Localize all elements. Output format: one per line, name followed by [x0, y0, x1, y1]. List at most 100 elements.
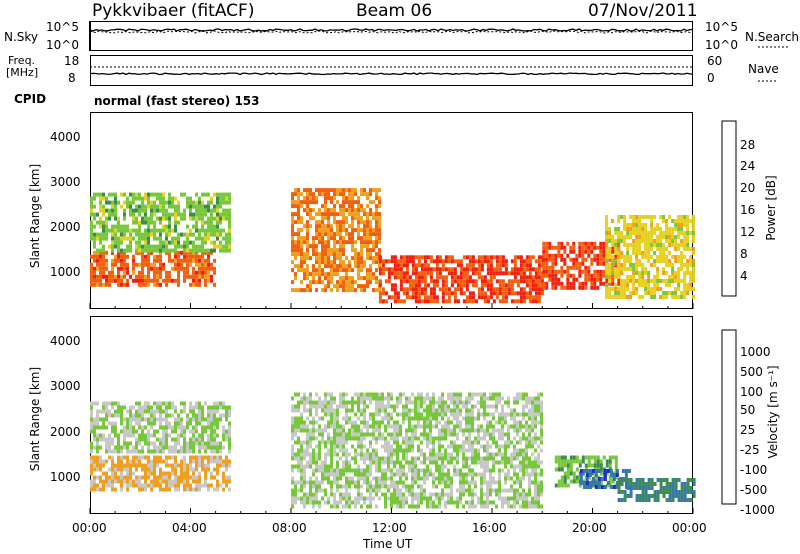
velocity-cell — [444, 480, 447, 485]
power-cell — [372, 188, 375, 193]
power-cell — [213, 240, 216, 245]
velocity-cell — [297, 448, 300, 453]
power-cell — [677, 219, 681, 223]
power-cell — [201, 200, 204, 205]
power-cell — [192, 244, 195, 249]
velocity-cell — [120, 479, 123, 484]
velocity-cell — [153, 445, 156, 450]
velocity-cell — [213, 409, 216, 414]
power-cell — [177, 240, 180, 245]
velocity-cell — [396, 420, 399, 425]
power-cell — [662, 295, 666, 299]
velocity-cell — [348, 420, 351, 425]
velocity-cell — [396, 432, 399, 437]
velocity-cell — [363, 392, 366, 397]
power-cell — [132, 208, 135, 213]
power-cell — [620, 215, 624, 219]
power-cell — [102, 236, 105, 241]
power-cell — [297, 216, 300, 221]
power-cell — [135, 192, 138, 197]
power-cell — [186, 244, 189, 249]
power-cell — [342, 244, 345, 249]
velocity-cell — [486, 396, 489, 401]
power-cell — [132, 278, 135, 283]
velocity-cell — [333, 480, 336, 485]
power-cell — [321, 248, 324, 253]
velocity-cell — [132, 471, 135, 476]
power-cell — [123, 258, 126, 263]
power-cell — [117, 270, 120, 275]
velocity-cell — [393, 404, 396, 409]
power-cell — [144, 282, 147, 287]
power-cell — [141, 208, 144, 213]
velocity-cell — [156, 437, 159, 442]
power-cell — [686, 231, 690, 235]
power-cell — [578, 245, 582, 250]
velocity-cell — [216, 417, 219, 422]
velocity-cell — [294, 408, 297, 413]
power-cell — [528, 267, 532, 272]
velocity-cell — [438, 472, 441, 477]
power-cell — [309, 244, 312, 249]
velocity-cell — [90, 449, 93, 454]
power-cell — [605, 267, 609, 271]
power-cell — [345, 220, 348, 225]
power-cell — [623, 239, 627, 243]
velocity-cell — [384, 460, 387, 465]
power-cell — [108, 282, 111, 287]
power-cell — [632, 279, 636, 283]
power-cell — [333, 216, 336, 221]
velocity-cell — [495, 504, 498, 509]
power-cell — [177, 232, 180, 237]
velocity-colorbar-tick: -100 — [740, 463, 768, 477]
power-cell — [378, 228, 381, 233]
velocity-cell — [303, 472, 306, 477]
power-cell — [111, 228, 114, 233]
power-cell — [525, 259, 529, 264]
velocity-cell — [384, 500, 387, 505]
power-cell — [575, 257, 579, 262]
velocity-cell — [198, 441, 201, 446]
velocity-cell — [168, 405, 171, 410]
velocity-cell — [339, 476, 342, 481]
velocity-cell — [345, 476, 348, 481]
power-cell — [177, 274, 180, 279]
velocity-cell — [312, 468, 315, 473]
velocity-cell — [492, 488, 495, 493]
power-cell — [614, 251, 618, 255]
power-cell — [189, 248, 192, 253]
freq-label: Freq. — [8, 54, 36, 67]
power-cell — [354, 212, 357, 217]
velocity-cell — [144, 405, 147, 410]
velocity-cell — [429, 408, 432, 413]
velocity-cell — [474, 416, 477, 421]
power-cell — [611, 245, 615, 250]
velocity-cell — [384, 472, 387, 477]
velocity-cell — [345, 436, 348, 441]
power-cell — [542, 253, 546, 258]
velocity-cell — [336, 408, 339, 413]
velocity-cell — [372, 460, 375, 465]
velocity-cell — [150, 459, 153, 464]
velocity-cell — [90, 417, 93, 422]
power-cell — [324, 204, 327, 209]
velocity-cell — [369, 432, 372, 437]
velocity-cell — [354, 420, 357, 425]
power-cell — [650, 291, 654, 295]
power-cell — [456, 259, 460, 264]
power-cell — [90, 228, 93, 233]
power-cell — [635, 223, 639, 227]
velocity-cell — [522, 472, 525, 477]
velocity-cell — [486, 420, 489, 425]
velocity-cell — [327, 420, 330, 425]
power-cell — [207, 274, 210, 279]
power-cell — [375, 256, 378, 261]
velocity-cell — [534, 408, 537, 413]
power-cell — [360, 256, 363, 261]
velocity-cell — [333, 432, 336, 437]
velocity-cell — [462, 448, 465, 453]
power-cell — [102, 282, 105, 287]
power-cell — [650, 243, 654, 247]
velocity-cell — [390, 456, 393, 461]
power-cell — [560, 273, 564, 278]
